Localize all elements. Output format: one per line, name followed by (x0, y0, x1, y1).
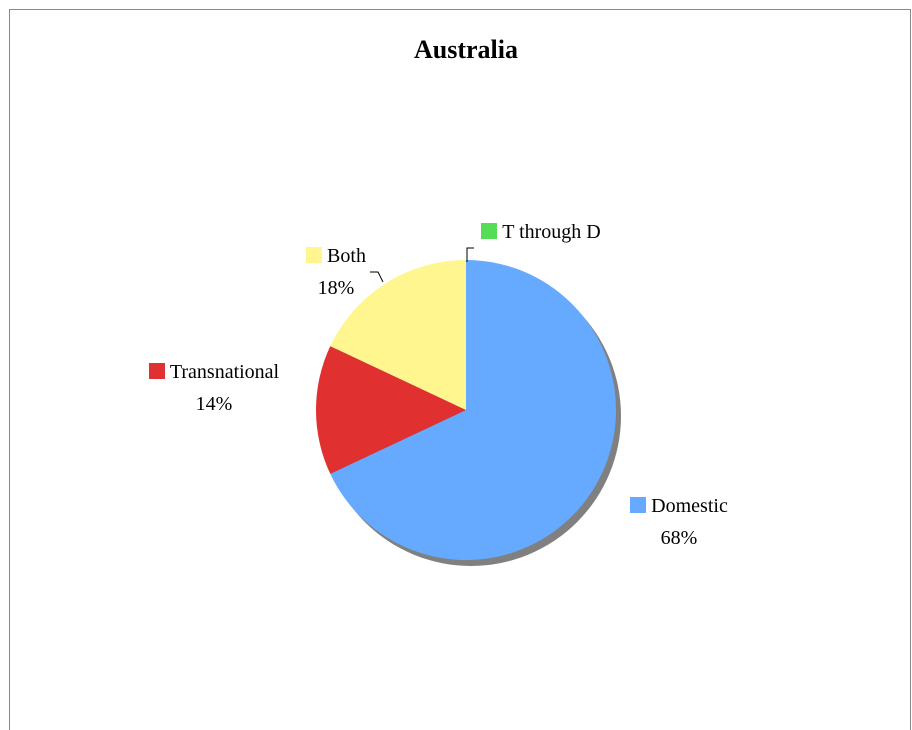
legend-swatch (481, 223, 498, 239)
legend-swatch (148, 363, 165, 379)
category-label: T through D (502, 221, 601, 243)
data-label: Domestic 68% (603, 490, 755, 554)
data-label: Transnational 14% (130, 356, 298, 420)
pie-slice (330, 260, 617, 560)
category-label: Domestic (651, 495, 728, 517)
pie (316, 260, 617, 560)
value-label: 18% (317, 277, 355, 299)
legend-swatch (306, 247, 323, 263)
legend-swatch (630, 497, 647, 513)
leader-line (466, 247, 474, 262)
chart-border (9, 9, 911, 730)
category-label: Transnational (169, 361, 280, 383)
pie-slice (316, 346, 466, 474)
chart-title: Australia (414, 35, 518, 64)
category-label: Both (327, 245, 366, 267)
data-label: Both 18% (286, 240, 386, 304)
value-label: 14% (195, 393, 233, 415)
value-label: 68% (660, 527, 698, 549)
data-label: T through D (479, 216, 603, 248)
leader-line (370, 271, 384, 283)
pie-slice (330, 260, 466, 410)
